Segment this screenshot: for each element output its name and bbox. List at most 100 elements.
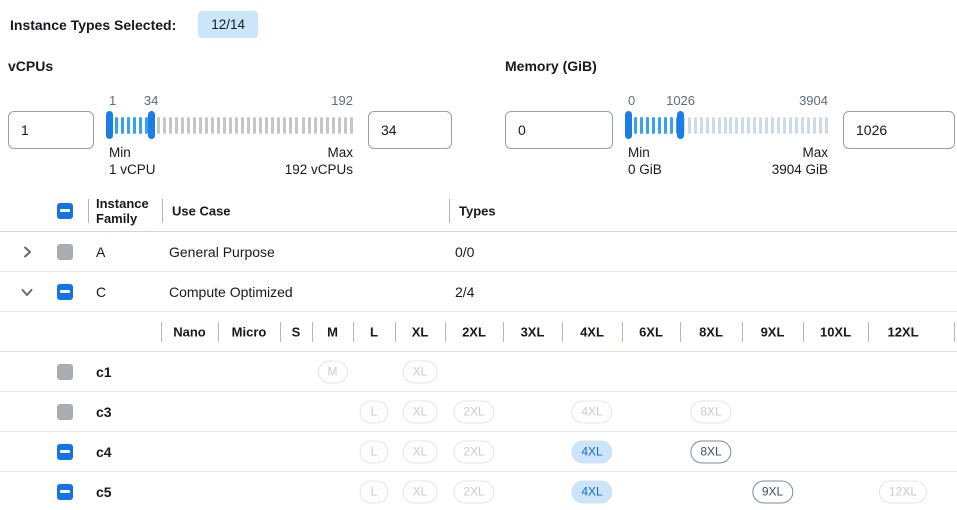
slider-tick xyxy=(651,116,655,134)
vcpu-max-caption: Max 192 vCPUs xyxy=(284,145,353,177)
slider-low-handle[interactable] xyxy=(105,111,113,139)
size-badge-c4-2xl: 2XL xyxy=(453,440,495,463)
slider-tick xyxy=(824,116,828,134)
instance-checkbox xyxy=(57,403,73,420)
slider-tick xyxy=(181,116,185,134)
slider-tick xyxy=(313,116,317,134)
column-divider xyxy=(868,321,869,342)
column-divider xyxy=(445,321,446,342)
slider-tick xyxy=(271,116,275,134)
slider-tick xyxy=(229,116,233,134)
size-badge-c3-2xl: 2XL xyxy=(453,400,495,423)
slider-tick xyxy=(247,116,251,134)
use-case-cell: General Purpose xyxy=(169,243,275,260)
size-badge-c5-2xl: 2XL xyxy=(453,480,495,503)
indeterminate-minus-icon xyxy=(60,490,70,493)
size-column-header-3xl: 3XL xyxy=(520,324,545,339)
types-count-cell: 0/0 xyxy=(455,243,475,260)
size-badge-c1-xl: XL xyxy=(402,360,438,383)
vcpu-slider-high-label: 34 xyxy=(143,93,159,108)
column-divider xyxy=(218,321,219,342)
vcpu-min-caption: Min 1 vCPU xyxy=(109,145,156,177)
slider-tick xyxy=(127,116,131,134)
select-all-checkbox[interactable] xyxy=(57,202,73,219)
size-badge-c4-4xl[interactable]: 4XL xyxy=(571,440,613,463)
vcpu-slider-low-label: 1 xyxy=(109,93,117,108)
slider-tick xyxy=(235,116,239,134)
instance-checkbox[interactable] xyxy=(57,443,73,460)
slider-tick xyxy=(139,116,143,134)
slider-high-handle[interactable] xyxy=(677,111,685,139)
size-badge-c5-12xl: 12XL xyxy=(878,480,928,503)
slider-tick xyxy=(265,116,269,134)
slider-low-handle[interactable] xyxy=(624,111,632,139)
slider-tick xyxy=(325,116,329,134)
slider-tick xyxy=(115,116,119,134)
vcpu-filter-title: vCPUs xyxy=(8,58,54,74)
slider-tick xyxy=(705,116,709,134)
slider-tick xyxy=(795,116,799,134)
family-checkbox[interactable] xyxy=(57,283,73,300)
memory-slider-track[interactable] xyxy=(624,111,828,139)
slider-tick xyxy=(241,116,245,134)
slider-tick xyxy=(771,116,775,134)
slider-tick xyxy=(777,116,781,134)
slider-tick xyxy=(145,116,149,134)
size-badge-c3-4xl: 4XL xyxy=(571,400,613,423)
slider-tick xyxy=(187,116,191,134)
expand-row-button[interactable] xyxy=(15,240,39,264)
family-row-a: A General Purpose 0/0 xyxy=(0,232,957,272)
size-badge-c1-m: M xyxy=(317,360,348,383)
slider-tick xyxy=(663,116,667,134)
slider-tick xyxy=(217,116,221,134)
size-column-header-micro: Micro xyxy=(231,324,267,339)
instance-row-c1: c1 M XL xyxy=(0,352,957,392)
slider-tick xyxy=(669,116,673,134)
vcpu-max-input[interactable] xyxy=(368,111,452,149)
slider-tick xyxy=(175,116,179,134)
chevron-right-icon xyxy=(24,246,31,257)
size-column-header-6xl: 6XL xyxy=(639,324,663,339)
instance-name-cell: c3 xyxy=(96,403,112,420)
slider-high-handle[interactable] xyxy=(147,111,155,139)
filters-section: vCPUs 1 34 192 Min 1 vCPU xyxy=(0,58,957,178)
slider-tick xyxy=(717,116,721,134)
instance-checkbox xyxy=(57,363,73,380)
instance-name-cell: c5 xyxy=(96,483,112,500)
size-badge-c5-xl: XL xyxy=(402,480,438,503)
memory-min-caption: Min 0 GiB xyxy=(628,145,662,177)
column-divider xyxy=(162,198,163,223)
chevron-down-icon xyxy=(21,288,33,296)
column-header-instance-family: Instance Family xyxy=(96,195,149,226)
column-divider xyxy=(353,321,354,342)
instance-row-c4: c4 L XL 2XL 4XL 8XL xyxy=(0,432,957,472)
vcpu-filter: vCPUs 1 34 192 Min 1 vCPU xyxy=(8,58,452,178)
size-column-header-xl: XL xyxy=(411,324,429,339)
column-divider xyxy=(395,321,396,342)
slider-tick xyxy=(723,116,727,134)
memory-range-slider: 0 1026 3904 Min 0 GiB Max 3904 GiB xyxy=(624,93,828,178)
memory-max-input[interactable] xyxy=(843,111,955,149)
size-badge-c5-4xl[interactable]: 4XL xyxy=(571,480,613,503)
slider-tick xyxy=(301,116,305,134)
column-divider xyxy=(161,321,162,342)
slider-tick xyxy=(199,116,203,134)
memory-min-input[interactable] xyxy=(505,111,613,149)
expand-row-button[interactable] xyxy=(15,280,39,304)
slider-tick xyxy=(759,116,763,134)
vcpu-min-input[interactable] xyxy=(8,111,94,149)
column-divider xyxy=(954,321,955,342)
slider-tick xyxy=(813,116,817,134)
slider-tick xyxy=(639,116,643,134)
topbar: Instance Types Selected: 12/14 xyxy=(0,0,957,40)
use-case-cell: Compute Optimized xyxy=(169,283,293,300)
column-header-types: Types xyxy=(459,203,496,218)
size-header-row: Nano Micro S M L XL 2XL 3XL 4XL 6XL 8XL 9XL 10XL 12XL xyxy=(0,312,957,352)
vcpu-slider-captions: Min 1 vCPU Max 192 vCPUs xyxy=(109,144,353,178)
size-badge-c4-8xl[interactable]: 8XL xyxy=(690,440,732,463)
size-badge-c5-9xl[interactable]: 9XL xyxy=(751,480,794,503)
instance-checkbox[interactable] xyxy=(57,483,73,500)
vcpu-slider-track[interactable] xyxy=(105,111,353,139)
instance-name-cell: c1 xyxy=(96,363,112,380)
column-divider xyxy=(622,321,623,342)
